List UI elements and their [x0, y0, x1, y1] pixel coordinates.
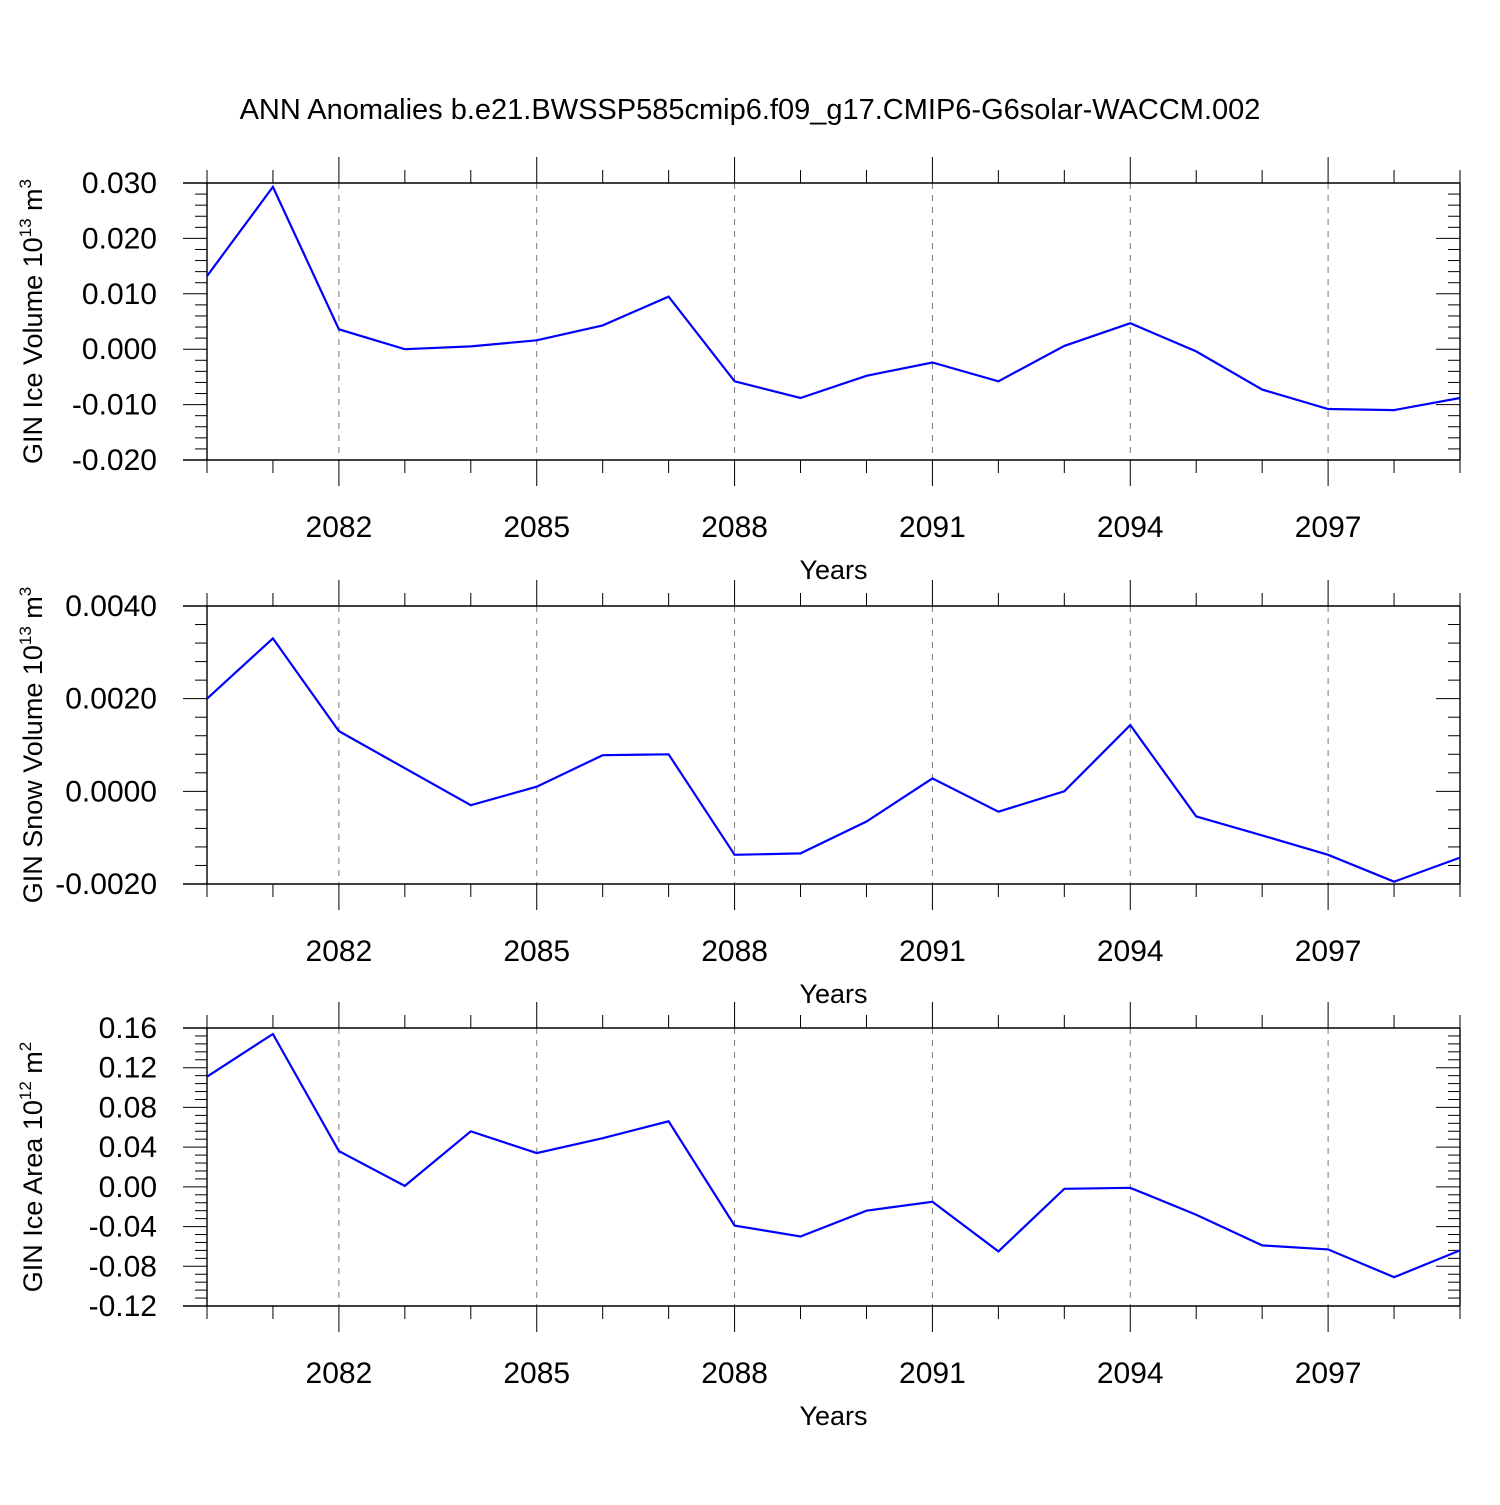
y-axis-label-text: GIN Ice Area 10: [18, 1100, 48, 1292]
y-axis-label-text: m: [18, 188, 48, 218]
x-tick-label: 2085: [503, 935, 570, 968]
panel-3: 0.16 0.12 0.08 0.04 0.00 -0.04 -0.08 -0.12 2082 2…: [16, 1002, 1461, 1431]
x-tick-label: 2088: [701, 935, 768, 968]
x-axis-label: Years: [799, 979, 867, 1009]
y-axis-label: GIN Ice Area 1012 m2: [16, 1042, 48, 1293]
y-tick-label: 0.04: [99, 1131, 157, 1164]
x-tick-label: 2088: [701, 511, 768, 544]
y-tick-label: 0.0020: [65, 683, 157, 716]
x-tick-label: 2097: [1295, 1357, 1362, 1390]
series-line-1: [206, 1032, 1461, 1279]
y-axis-label-text: m: [18, 1051, 48, 1081]
y-axis-label-superscript: 3: [16, 179, 35, 188]
x-tick-label: 2091: [899, 1357, 966, 1390]
series-line-1: [206, 184, 1461, 412]
x-tick-label: 2094: [1097, 1357, 1164, 1390]
x-axis-label: Years: [799, 1401, 867, 1431]
y-tick-label: 0.16: [99, 1012, 157, 1045]
x-tick-label: 2097: [1295, 511, 1362, 544]
y-tick-label: 0.00: [99, 1171, 157, 1204]
y-axis-label-superscript: 13: [16, 218, 35, 237]
y-tick-label: -0.04: [89, 1211, 157, 1244]
x-tick-label: 2094: [1097, 511, 1164, 544]
y-tick-label: -0.12: [89, 1290, 157, 1323]
y-tick-label: -0.020: [72, 444, 157, 477]
y-tick-label: 0.0040: [65, 590, 157, 623]
y-axis-label-superscript: 13: [16, 626, 35, 645]
x-tick-label: 2091: [899, 935, 966, 968]
x-axis-label: Years: [799, 555, 867, 585]
y-axis-label-text: m: [18, 596, 48, 626]
x-tick-label: 2082: [306, 1357, 373, 1390]
x-tick-label: 2097: [1295, 935, 1362, 968]
y-tick-label: 0.030: [82, 167, 157, 200]
y-axis-label: GIN Ice Volume 1013 m3: [16, 179, 48, 464]
y-tick-label: -0.08: [89, 1250, 157, 1283]
panel-2: 0.0040 0.0020 0.0000 -0.0020 2082 2085 2088 209…: [16, 580, 1461, 1009]
y-axis-label-superscript: 2: [16, 1042, 35, 1051]
y-axis-label-text: GIN Snow Volume 10: [18, 645, 48, 903]
y-axis-label: GIN Snow Volume 1013 m3: [16, 587, 48, 904]
y-tick-label: -0.0020: [55, 868, 157, 901]
y-tick-label: 0.0000: [65, 775, 157, 808]
x-tick-label: 2085: [503, 511, 570, 544]
y-tick-label: 0.12: [99, 1052, 157, 1085]
x-tick-label: 2088: [701, 1357, 768, 1390]
x-tick-label: 2082: [306, 935, 373, 968]
y-tick-label: 0.010: [82, 278, 157, 311]
series-line-1: [206, 636, 1461, 883]
y-tick-label: -0.010: [72, 389, 157, 422]
x-tick-label: 2094: [1097, 935, 1164, 968]
y-axis-label-superscript: 3: [16, 587, 35, 596]
y-axis-label-superscript: 12: [16, 1081, 35, 1100]
y-tick-label: 0.000: [82, 333, 157, 366]
y-axis-label-text: GIN Ice Volume 10: [18, 237, 48, 464]
figure-title: ANN Anomalies b.e21.BWSSP585cmip6.f09_g1…: [240, 94, 1261, 126]
y-tick-label: 0.020: [82, 222, 157, 255]
x-tick-label: 2091: [899, 511, 966, 544]
panel-1: 0.030 0.020 0.010 0.000 -0.010 -0.020 2082 2085…: [16, 157, 1461, 585]
x-tick-label: 2082: [306, 511, 373, 544]
x-tick-label: 2085: [503, 1357, 570, 1390]
y-tick-label: 0.08: [99, 1091, 157, 1124]
